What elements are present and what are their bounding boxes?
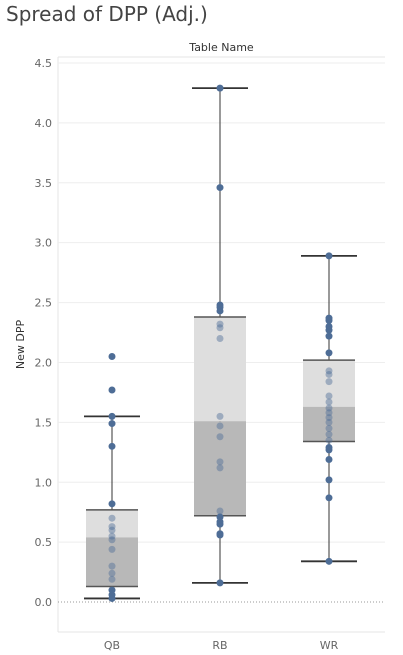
data-point	[108, 500, 116, 508]
data-point	[216, 422, 224, 430]
data-point	[216, 458, 224, 466]
x-tick-label: RB	[212, 639, 227, 652]
data-point	[325, 494, 333, 502]
data-point	[216, 184, 224, 192]
box-lower-half	[194, 421, 246, 516]
data-point	[325, 456, 333, 463]
data-point	[325, 418, 333, 426]
data-point	[108, 420, 116, 428]
data-point	[325, 349, 333, 357]
data-point	[325, 332, 333, 340]
data-point	[108, 523, 116, 531]
data-point	[325, 326, 333, 334]
data-point	[216, 320, 224, 328]
data-point	[216, 433, 224, 441]
data-point	[325, 414, 333, 422]
data-point	[108, 514, 116, 522]
data-point	[325, 367, 333, 375]
data-point	[325, 252, 333, 260]
data-point	[325, 370, 333, 378]
data-point	[325, 392, 333, 400]
box-lower-half	[303, 406, 355, 442]
box-upper-half	[303, 360, 355, 407]
y-tick-label: 0.0	[35, 596, 53, 609]
data-point	[108, 532, 116, 540]
data-point	[216, 579, 224, 587]
data-point	[108, 386, 116, 394]
data-point	[216, 84, 224, 92]
data-point	[216, 335, 224, 343]
data-point	[108, 526, 116, 534]
y-tick-label: 4.5	[35, 57, 53, 70]
box-upper-half	[194, 316, 246, 422]
y-tick-label: 4.0	[35, 117, 53, 130]
data-point	[325, 557, 333, 565]
y-tick-label: 1.5	[35, 416, 53, 429]
data-point	[325, 409, 333, 417]
y-tick-label: 1.0	[35, 476, 53, 489]
data-point	[108, 569, 116, 577]
data-point	[216, 307, 224, 315]
data-point	[325, 398, 333, 406]
data-point	[108, 352, 116, 360]
data-point	[108, 442, 116, 450]
data-point	[325, 476, 333, 484]
data-point	[108, 412, 116, 420]
chart-title: Spread of DPP (Adj.)	[6, 2, 208, 26]
x-tick-label: QB	[104, 639, 120, 652]
data-point	[108, 575, 116, 583]
data-point	[325, 436, 333, 444]
y-tick-label: 2.5	[35, 297, 53, 310]
column-header: Table Name	[188, 41, 254, 54]
data-point	[216, 531, 224, 539]
data-point	[108, 545, 116, 553]
x-tick-label: WR	[320, 639, 339, 652]
data-point	[325, 446, 333, 454]
y-tick-label: 2.0	[35, 356, 53, 369]
data-point	[108, 562, 116, 570]
data-point	[108, 536, 116, 544]
data-point	[216, 520, 224, 528]
data-point	[325, 317, 333, 325]
data-point	[325, 404, 333, 412]
y-tick-label: 3.5	[35, 177, 53, 190]
data-point	[325, 378, 333, 386]
box-lower-half	[86, 537, 138, 587]
data-point	[108, 586, 116, 594]
data-point	[325, 430, 333, 438]
data-point	[216, 513, 224, 521]
box-upper-half	[86, 509, 138, 538]
y-tick-label: 0.5	[35, 536, 53, 549]
y-axis-label: New DPP	[14, 320, 27, 370]
y-tick-label: 3.0	[35, 237, 53, 250]
data-point	[216, 412, 224, 420]
data-point	[216, 324, 224, 332]
data-point	[108, 594, 116, 602]
data-point	[216, 464, 224, 472]
data-point	[216, 507, 224, 515]
data-point	[325, 424, 333, 432]
